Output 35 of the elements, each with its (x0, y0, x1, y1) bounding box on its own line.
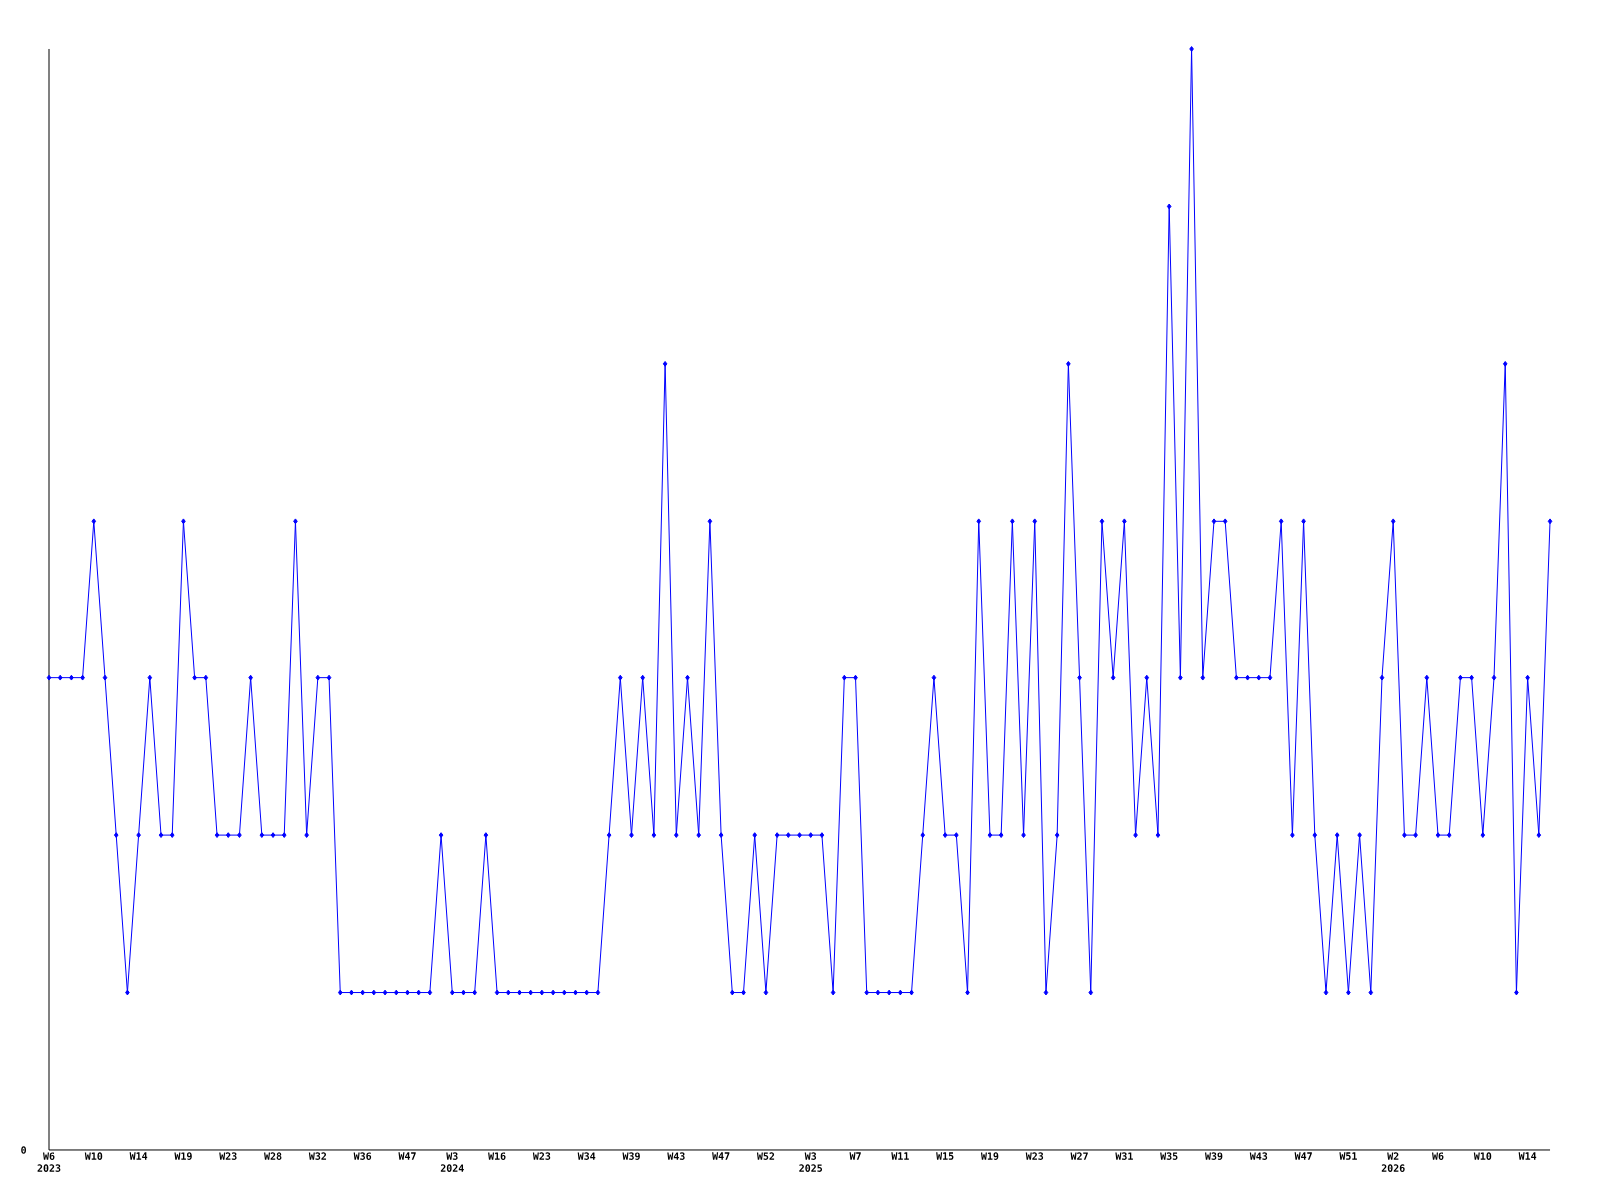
x-tick-label: W10 (1473, 1152, 1492, 1160)
x-tick-label: W2 2026 (1381, 1152, 1405, 1172)
x-tick-label: W15 (936, 1152, 954, 1160)
x-tick-label: W34 (577, 1152, 596, 1160)
x-tick-label: W14 (129, 1152, 148, 1160)
x-tick-label: W16 (488, 1152, 506, 1160)
x-tick-label: W52 (756, 1152, 775, 1160)
x-tick-label: W47 (712, 1152, 730, 1160)
x-tick-label: W31 (1115, 1152, 1133, 1160)
x-tick-label: W14 (1518, 1152, 1537, 1160)
x-tick-label: W32 (308, 1152, 327, 1160)
x-tick-label: W3 2025 (799, 1152, 823, 1172)
x-tick-label: W39 (622, 1152, 640, 1160)
x-tick-label: W47 (1294, 1152, 1312, 1160)
x-tick-label: W10 (84, 1152, 103, 1160)
x-tick-label: W39 (1204, 1152, 1223, 1160)
x-tick-label: W36 (353, 1152, 372, 1160)
x-tick-label: W6 (1432, 1152, 1444, 1160)
text: 0 (21, 1146, 27, 1154)
x-tick-label: W11 (891, 1152, 909, 1160)
x-tick-label: W19 (980, 1152, 999, 1160)
x-tick-label: W7 (849, 1152, 861, 1160)
x-tick-label: W51 (1339, 1152, 1357, 1160)
x-tick-label: W43 (667, 1152, 685, 1160)
x-tick-label: W47 (398, 1152, 416, 1160)
x-tick-label: W23 (219, 1152, 237, 1160)
x-tick-label: W28 (264, 1152, 282, 1160)
x-tick-label: W6 2023 (37, 1152, 61, 1172)
x-tick-label: W3 2024 (440, 1152, 464, 1172)
x-tick-label: W43 (1249, 1152, 1268, 1160)
x-tick-label: W23 (532, 1152, 551, 1160)
x-tick-label: W35 (1160, 1152, 1178, 1160)
x-tick-label: W27 (1070, 1152, 1088, 1160)
x-tick-label: W23 (1025, 1152, 1044, 1160)
x-tick-label: W19 (174, 1152, 192, 1160)
